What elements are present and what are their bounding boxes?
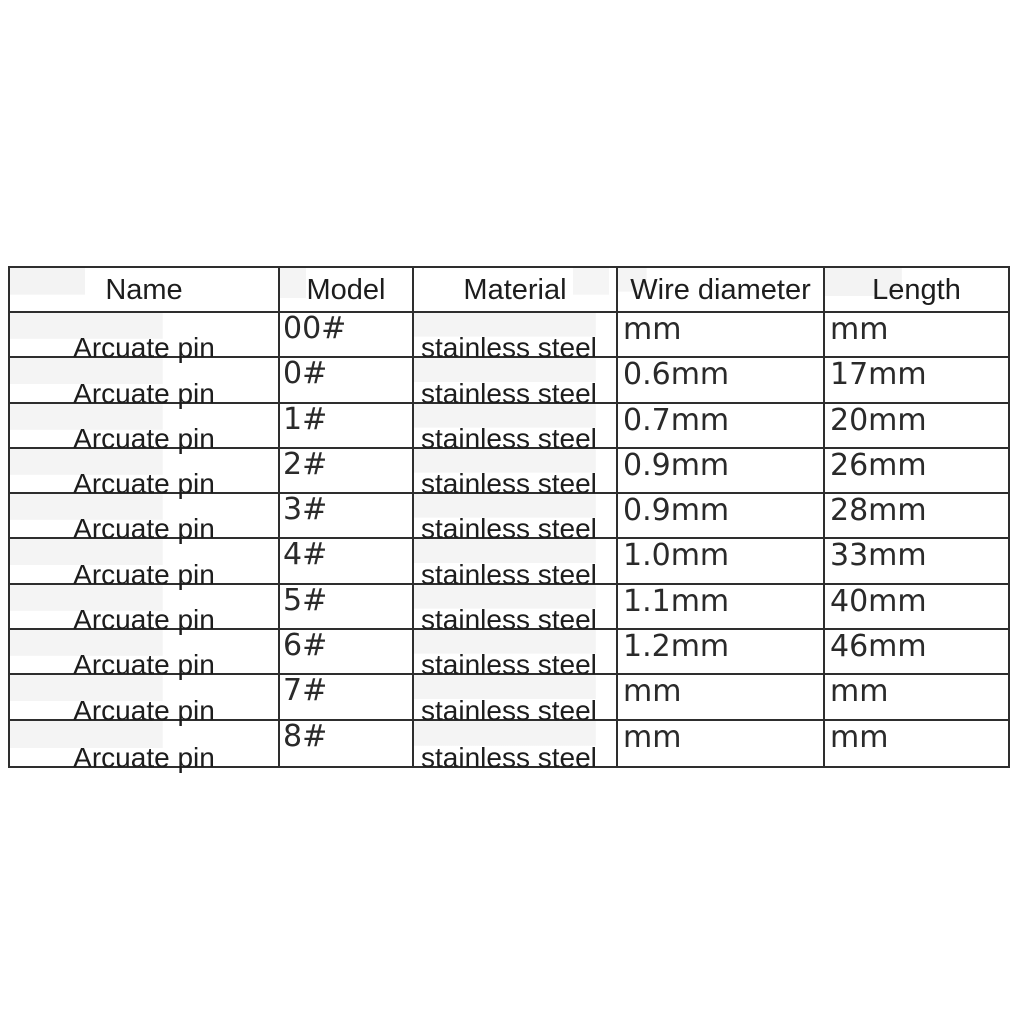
cell-wire: 0.6mm — [618, 358, 825, 404]
cell-length: 17mm — [825, 358, 1008, 404]
spec-table: Name Model Material Wire diameter Length… — [8, 266, 1010, 771]
cell-model: 0# — [280, 357, 414, 404]
cell-model: 7# — [280, 674, 414, 721]
header-material: Material — [414, 268, 618, 313]
cell-model: 00# — [280, 312, 414, 359]
header-wire-diameter: Wire diameter — [618, 268, 825, 313]
cell-wire: 0.7mm — [618, 403, 825, 449]
cell-length: 26mm — [825, 449, 1008, 495]
cell-name: Arcuate pin — [10, 584, 280, 634]
cell-wire: mm — [618, 675, 825, 721]
cell-material: stainless steel — [414, 448, 618, 498]
cell-material: stainless steel — [414, 358, 618, 407]
cell-length: 20mm — [825, 403, 1008, 449]
cell-wire: 1.1mm — [618, 585, 825, 631]
cell-name: Arcuate pin — [10, 313, 280, 362]
cell-name: Arcuate pin — [10, 720, 280, 771]
cell-length: 33mm — [825, 539, 1008, 585]
cell-name: Arcuate pin — [10, 403, 280, 452]
header-wire-diameter-label: Wire diameter — [630, 274, 811, 306]
header-material-label: Material — [463, 274, 567, 306]
cell-wire: 0.9mm — [618, 494, 825, 540]
cell-material: stainless steel — [414, 630, 618, 679]
cell-model: 5# — [280, 584, 414, 631]
header-model: Model — [280, 268, 414, 313]
cell-material: stainless steel — [414, 494, 618, 543]
header-name: Name — [10, 268, 280, 313]
cell-wire: mm — [618, 721, 825, 766]
header-length: Length — [825, 268, 1008, 313]
cell-length: 40mm — [825, 585, 1008, 631]
cell-material: stainless steel — [414, 539, 618, 588]
cell-name: Arcuate pin — [10, 539, 280, 588]
cell-name: Arcuate pin — [10, 448, 280, 498]
cell-wire: 1.0mm — [618, 539, 825, 585]
cell-length: mm — [825, 675, 1008, 721]
cell-name: Arcuate pin — [10, 358, 280, 407]
cell-wire: mm — [618, 313, 825, 359]
cell-wire: 1.2mm — [618, 630, 825, 676]
cell-model: 3# — [280, 493, 414, 540]
cell-name: Arcuate pin — [10, 494, 280, 543]
header-model-label: Model — [306, 274, 386, 306]
cell-material: stainless steel — [414, 403, 618, 452]
cell-name: Arcuate pin — [10, 630, 280, 679]
header-name-label: Name — [105, 274, 183, 306]
cell-length: mm — [830, 719, 889, 755]
cell-model: 6# — [280, 629, 414, 676]
cell-model: 4# — [280, 539, 414, 585]
cell-model: 2# — [280, 448, 414, 495]
cell-material: stainless steel — [414, 313, 618, 362]
cell-length: 46mm — [825, 630, 1008, 676]
header-length-label: Length — [872, 274, 961, 306]
cell-material: stainless steel — [414, 675, 618, 724]
cell-length: 28mm — [825, 494, 1008, 540]
cell-material: stainless steel — [414, 584, 618, 634]
cell-wire: 0.9mm — [618, 449, 825, 495]
cell-model: 8# — [280, 720, 414, 766]
cell-material: stainless steel — [414, 720, 618, 771]
cell-model: 1# — [280, 403, 414, 449]
cell-name: Arcuate pin — [10, 675, 280, 724]
cell-length: mm — [825, 313, 1008, 359]
